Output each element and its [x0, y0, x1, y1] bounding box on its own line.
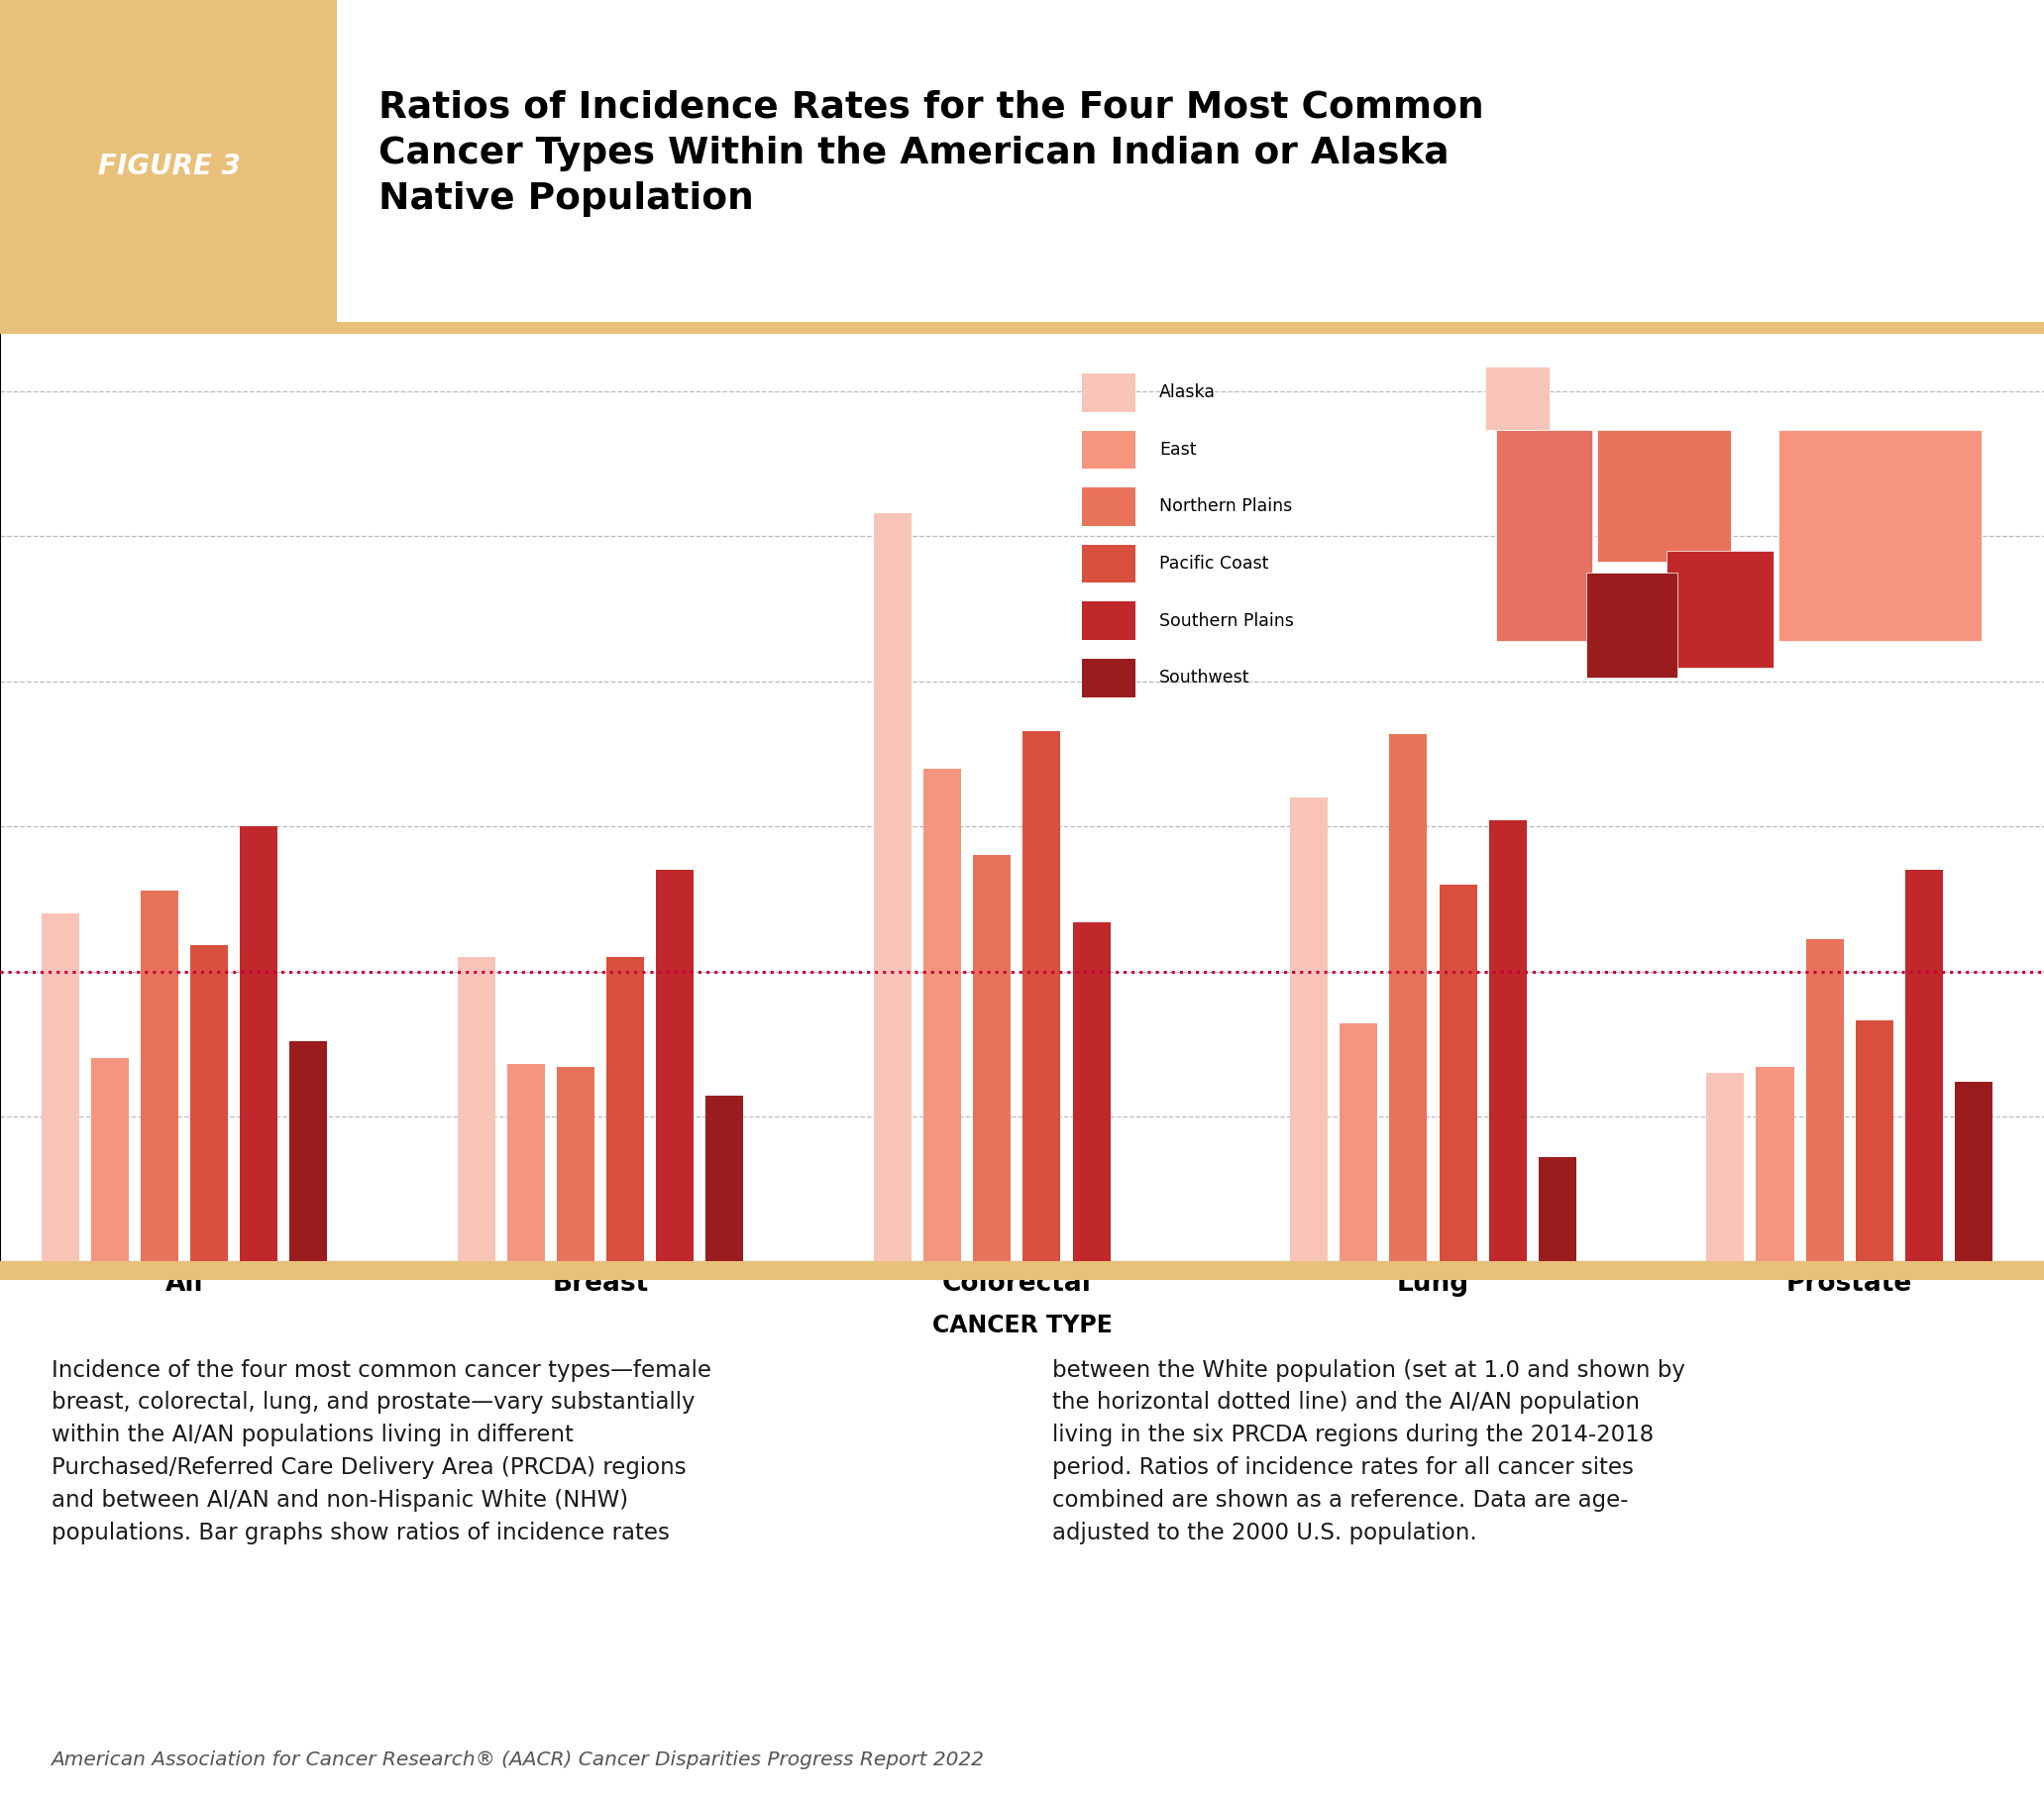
Bar: [1022, 730, 1061, 1261]
Bar: [1290, 796, 1329, 1261]
Text: FIGURE 3: FIGURE 3: [98, 153, 241, 180]
Bar: [0, 0, 337, 333]
Bar: [190, 946, 227, 1261]
Bar: [90, 1058, 129, 1261]
Bar: [1339, 1024, 1378, 1261]
Bar: [1073, 923, 1110, 1261]
Bar: [1539, 1157, 1576, 1261]
Bar: [656, 870, 693, 1261]
Text: American Association for Cancer Research® (AACR) Cancer Disparities Progress Rep: American Association for Cancer Research…: [51, 1752, 985, 1770]
Bar: [1756, 1067, 1795, 1261]
Bar: [41, 914, 80, 1261]
Bar: [924, 768, 961, 1261]
Bar: [1905, 870, 1944, 1261]
Bar: [458, 957, 495, 1261]
Bar: [1439, 885, 1478, 1261]
Bar: [0, 323, 2044, 333]
Bar: [1488, 820, 1527, 1261]
Bar: [141, 890, 178, 1261]
Bar: [1707, 1072, 1744, 1261]
Text: Ratios of Incidence Rates for the Four Most Common
Cancer Types Within the Ameri: Ratios of Incidence Rates for the Four M…: [378, 90, 1484, 216]
Bar: [507, 1065, 546, 1261]
Bar: [1954, 1081, 1993, 1261]
Bar: [239, 827, 278, 1261]
Bar: [1856, 1020, 1893, 1261]
Text: Incidence of the four most common cancer types—female
breast, colorectal, lung, : Incidence of the four most common cancer…: [51, 1359, 711, 1544]
Bar: [290, 1042, 327, 1261]
Bar: [556, 1067, 595, 1261]
Bar: [1390, 733, 1427, 1261]
Bar: [973, 856, 1012, 1261]
Bar: [705, 1096, 744, 1261]
Bar: [607, 957, 644, 1261]
Bar: [0, 1261, 2044, 1279]
Bar: [873, 514, 912, 1261]
Text: between the White population (set at 1.0 and shown by
the horizontal dotted line: between the White population (set at 1.0…: [1053, 1359, 1686, 1544]
Bar: [1805, 939, 1844, 1261]
X-axis label: CANCER TYPE: CANCER TYPE: [932, 1314, 1112, 1337]
